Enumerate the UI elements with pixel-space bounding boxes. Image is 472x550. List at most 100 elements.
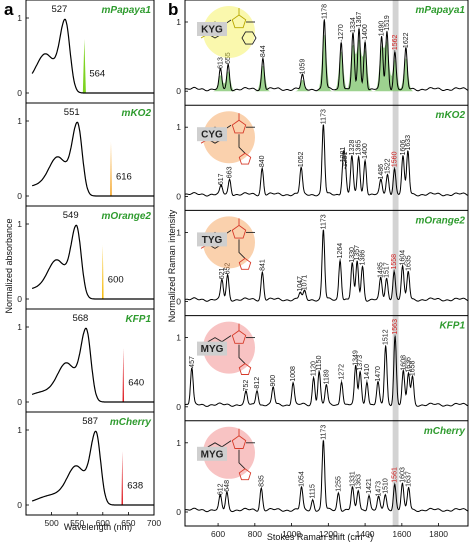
absorbance-subplot-mcherry: 0 1 587 638 mCherry [17, 412, 154, 510]
x-tick-label: 800 [248, 529, 262, 539]
emission-label: 640 [128, 378, 144, 389]
protein-name: mKO2 [122, 108, 152, 119]
peak-label-1150: 1150 [316, 355, 323, 370]
y-tick-label: 0 [17, 500, 22, 510]
y-tick-label: 0 [176, 507, 181, 517]
y-tick-label: 0 [17, 88, 22, 98]
chromophore-label: MYG [201, 344, 224, 355]
peak-label-1510: 1510 [382, 478, 389, 494]
peak-label-648: 648 [224, 480, 231, 492]
emission-label: 564 [89, 69, 105, 80]
peak-label-1562: 1562 [392, 34, 399, 50]
peak-label-1622: 1622 [403, 32, 410, 48]
y-tick-label: 1 [17, 219, 22, 229]
peak-label-1658: 1658 [410, 360, 417, 376]
raman-subplot-kfp1: 01457752 812 900 1008 112011501189 1272134913… [176, 316, 468, 412]
peak-label-1255: 1255 [335, 476, 342, 492]
peak-label-1633: 1633 [405, 135, 412, 151]
emission-label: 616 [116, 172, 132, 183]
panel-a-label: a [4, 0, 14, 19]
emission-line-mko2 [110, 142, 112, 196]
peak-label-1522: 1522 [385, 158, 392, 174]
peak-label-812: 812 [254, 377, 261, 389]
panel-b-ylabel: Normalized Raman intensity [167, 209, 177, 322]
y-tick-label: 1 [176, 333, 181, 343]
peak-label-1270: 1270 [338, 24, 345, 40]
y-tick-label: 1 [176, 438, 181, 448]
peak-label-1410: 1410 [364, 364, 371, 380]
raman-subplot-mko2: 01617663840 10521173128112911328 1365 14001… [176, 105, 468, 201]
peak-label-1189: 1189 [323, 369, 330, 384]
x-tick-label: 1600 [392, 529, 411, 539]
y-tick-label: 0 [17, 191, 22, 201]
peak-label-1173: 1173 [320, 214, 327, 229]
absorbance-subplot-mpapaya1: 0 1 527 564 mPapaya1 [17, 4, 154, 98]
peak-label-1400: 1400 [362, 143, 369, 159]
peak-label-613: 613 [217, 57, 224, 69]
x-tick-label: 700 [147, 518, 161, 528]
y-tick-label: 1 [176, 227, 181, 237]
y-tick-label: 0 [176, 402, 181, 412]
panel-b-xlabel: Stokes Raman shift (cm⁻¹) [267, 532, 373, 542]
peak-label-1400: 1400 [362, 24, 369, 40]
peak-label: 587 [82, 416, 98, 427]
peak-label-1517: 1517 [384, 262, 391, 278]
peak-label-663: 663 [227, 166, 234, 178]
x-tick-label: 600 [211, 529, 225, 539]
peak-label-1272: 1272 [339, 364, 346, 380]
y-tick-label: 0 [176, 297, 181, 307]
peak-label-1115: 1115 [310, 484, 317, 499]
x-tick-label: 1800 [429, 529, 448, 539]
peak-label-1635: 1635 [405, 255, 412, 271]
absorbance-curve-morange2 [32, 225, 154, 299]
protein-name: mOrange2 [416, 215, 466, 226]
x-tick-label: 500 [45, 518, 59, 528]
absorbance-subplot-kfp1: 0 1 568 640 KFP1 [17, 309, 154, 407]
peak-label-457: 457 [189, 356, 196, 368]
peak-label: 568 [72, 313, 88, 324]
peak-label-900: 900 [270, 375, 277, 387]
peak-label-840: 840 [259, 155, 266, 167]
absorbance-subplot-morange2: 01549600mOrange2 [17, 206, 154, 304]
peak-label-1052: 1052 [298, 151, 305, 167]
protein-name: mPapaya1 [102, 5, 152, 16]
y-tick-label: 1 [17, 13, 22, 23]
peak-label-1421: 1421 [366, 478, 373, 494]
emission-label: 638 [127, 481, 143, 492]
panel-a-ylabel: Normalized absorbance [4, 218, 14, 313]
chromophore-label: MYG [201, 449, 224, 460]
emission-line-mpapaya1 [83, 39, 86, 93]
absorbance-subplot-mko2: 0 1 551 616 mKO2 [17, 103, 154, 201]
peak-label-1178: 1178 [321, 4, 328, 19]
emission-label: 600 [108, 275, 124, 286]
raman-subplot-mcherry: 01612 648 835 1054111511731255 13311363 1421 1… [176, 421, 468, 517]
peak-label-1470: 1470 [375, 366, 382, 382]
y-tick-label: 0 [176, 86, 181, 96]
y-tick-label: 1 [17, 425, 22, 435]
peak-label-841: 841 [259, 259, 266, 271]
peak-label-1173: 1173 [320, 425, 327, 440]
peak-label-844: 844 [260, 45, 267, 57]
y-tick-label: 1 [176, 17, 181, 27]
y-tick-label: 1 [176, 122, 181, 132]
protein-name: mPapaya1 [416, 5, 466, 16]
peak-label: 527 [51, 4, 67, 15]
absorbance-curve-mpapaya1 [32, 19, 154, 93]
absorbance-curve-mko2 [32, 122, 154, 196]
peak-label-1519: 1519 [384, 15, 391, 31]
peak-label-1561: 1561 [392, 467, 399, 483]
protein-name: mOrange2 [102, 211, 152, 222]
peak-label-1054: 1054 [299, 471, 306, 487]
peak-label-752: 752 [243, 380, 250, 392]
panel-a-xlabel: Wavelength (nm) [64, 522, 132, 532]
emission-line-kfp1 [123, 348, 125, 402]
chromophore-label: CYG [201, 130, 223, 141]
emission-line-morange2 [102, 245, 104, 299]
protein-name: mKO2 [436, 110, 466, 121]
peak-label-1173: 1173 [320, 109, 327, 124]
chromophore-label: TYG [202, 235, 223, 246]
protein-name: mCherry [424, 426, 466, 437]
peak-label-1558: 1558 [391, 254, 398, 270]
